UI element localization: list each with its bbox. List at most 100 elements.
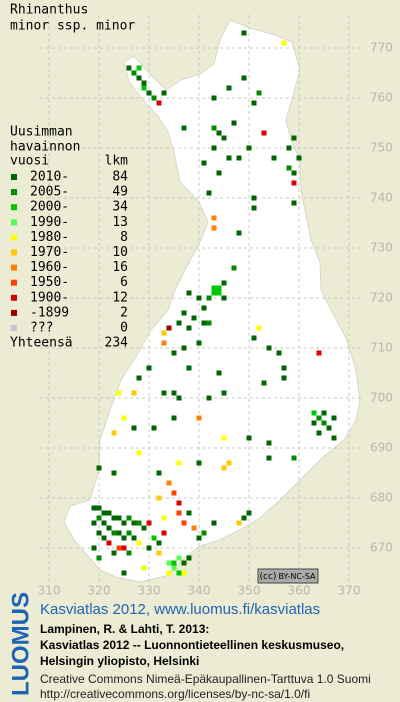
record-square <box>311 410 317 416</box>
record-square <box>96 505 102 511</box>
record-square <box>96 465 102 471</box>
legend-label: 1980- <box>30 230 69 245</box>
record-square <box>186 510 192 516</box>
record-square <box>291 455 297 461</box>
record-square <box>126 65 132 71</box>
record-square <box>221 295 227 301</box>
legend-swatch <box>11 279 17 286</box>
record-square <box>106 540 112 546</box>
record-square <box>166 560 172 566</box>
record-square <box>251 100 257 106</box>
record-square <box>146 545 152 551</box>
record-square <box>191 525 197 531</box>
record-square <box>181 560 187 566</box>
record-square <box>116 530 122 536</box>
record-square <box>161 390 167 396</box>
record-square <box>221 465 227 471</box>
record-square <box>196 340 202 346</box>
record-square <box>171 390 177 396</box>
legend-count: 6 <box>120 275 128 290</box>
record-square <box>131 425 137 431</box>
record-square <box>121 415 127 421</box>
record-square <box>266 345 272 351</box>
record-square <box>311 420 317 426</box>
y-tick-label: 670 <box>370 541 393 555</box>
record-square <box>136 450 142 456</box>
record-square <box>141 80 147 86</box>
record-square <box>326 425 332 431</box>
title-line: minor ssp. minor <box>10 19 135 34</box>
record-square <box>281 365 287 371</box>
record-square <box>136 540 142 546</box>
license-line: Creative Commons Nimeä-Epäkaupallinen-Ta… <box>40 672 371 686</box>
record-square <box>156 540 162 546</box>
record-square <box>261 130 267 136</box>
record-square <box>126 530 132 536</box>
legend-heading: havainnon <box>10 140 80 155</box>
legend-heading: Uusimman <box>10 125 73 140</box>
record-square <box>106 525 112 531</box>
x-tick-label: 340 <box>188 584 211 598</box>
record-square <box>196 535 202 541</box>
record-square <box>186 555 192 561</box>
legend-swatch <box>11 309 17 316</box>
record-square <box>156 470 162 476</box>
legend-label: -1899 <box>30 305 69 320</box>
record-square <box>196 295 202 301</box>
record-square <box>181 520 187 526</box>
record-square <box>176 395 182 401</box>
record-square <box>236 520 242 526</box>
record-square <box>221 280 227 286</box>
record-square <box>131 70 137 76</box>
logo: LUOMUS <box>7 592 34 696</box>
legend-label: 2005- <box>30 185 69 200</box>
legend-label: 2010- <box>30 170 69 185</box>
legend-swatch <box>11 264 17 271</box>
x-tick-label: 370 <box>338 584 361 598</box>
record-square <box>171 560 177 566</box>
record-square <box>101 510 107 516</box>
legend-swatch <box>11 294 17 301</box>
record-square <box>91 505 97 511</box>
record-square <box>316 430 322 436</box>
y-tick-label: 730 <box>370 241 393 255</box>
record-square <box>111 430 117 436</box>
record-square <box>116 515 122 521</box>
legend-count: 49 <box>112 185 128 200</box>
record-square <box>101 520 107 526</box>
record-square <box>196 460 202 466</box>
record-square <box>136 375 142 381</box>
record-square <box>291 180 297 186</box>
record-square <box>91 520 97 526</box>
footer-link[interactable]: Kasviatlas 2012, www.luomus.fi/kasviatla… <box>40 601 320 618</box>
record-square <box>226 460 232 466</box>
record-square <box>96 530 102 536</box>
total-count: 234 <box>105 336 129 351</box>
legend-count: 10 <box>112 245 128 260</box>
legend-swatch <box>11 325 17 331</box>
record-square <box>151 535 157 541</box>
record-square <box>166 325 172 331</box>
record-square <box>206 395 212 401</box>
record-square <box>201 320 207 326</box>
legend-swatch <box>11 219 17 226</box>
record-square <box>201 530 207 536</box>
record-square <box>151 425 157 431</box>
record-square <box>111 470 117 476</box>
record-square <box>181 125 187 131</box>
record-square <box>136 520 142 526</box>
legend-label: 1990- <box>30 215 69 230</box>
record-square <box>316 415 322 421</box>
record-square <box>211 145 217 151</box>
record-square <box>236 155 242 161</box>
legend-label: 2000- <box>30 200 69 215</box>
record-square <box>281 375 287 381</box>
record-square <box>131 390 137 396</box>
record-square <box>131 520 137 526</box>
record-square <box>246 145 252 151</box>
x-tick-label: 320 <box>88 584 111 598</box>
record-square <box>321 410 327 416</box>
legend-swatch <box>11 234 17 241</box>
record-square <box>291 135 297 141</box>
